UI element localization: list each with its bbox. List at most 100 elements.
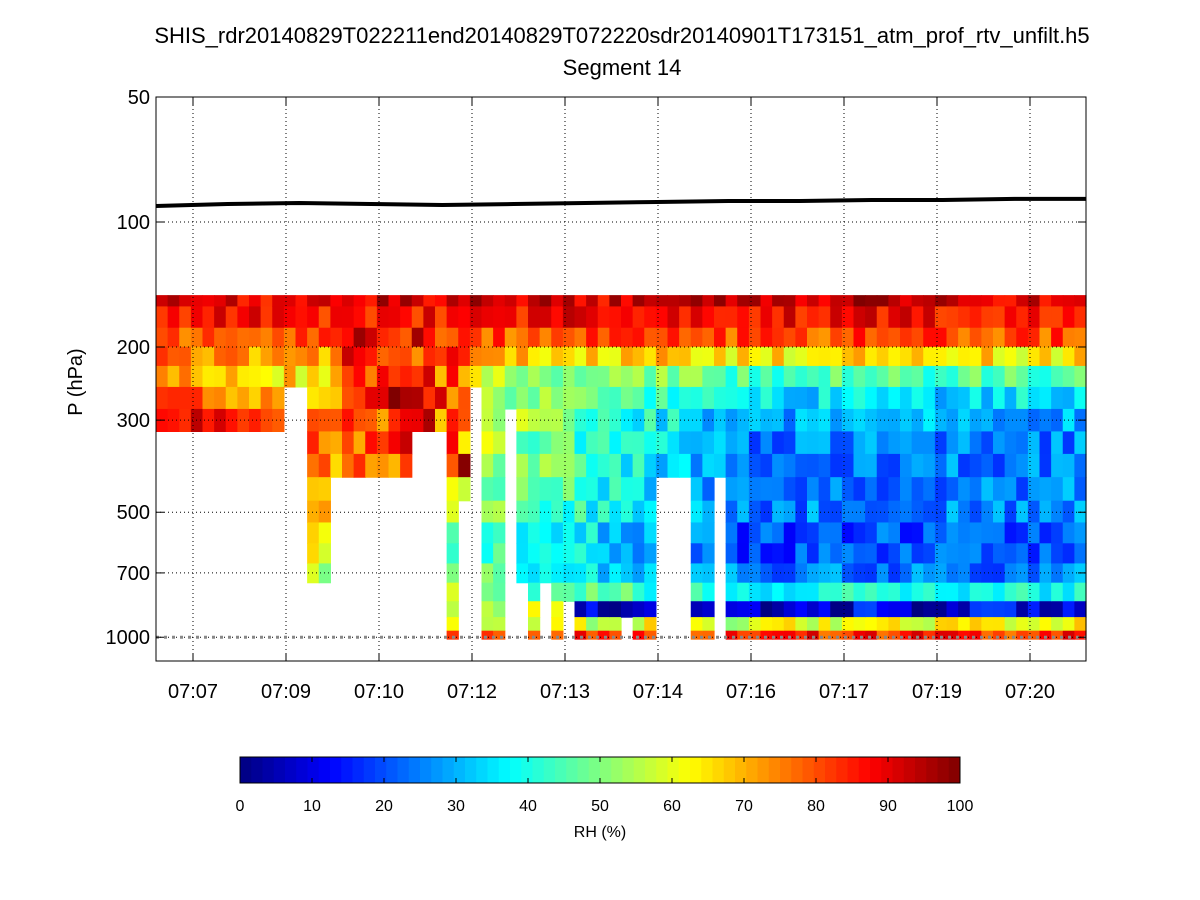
heatmap-cell [725, 431, 738, 455]
heatmap-cell [690, 601, 703, 618]
colorbar-tick-label: 10 [303, 798, 321, 815]
heatmap-cell [655, 306, 669, 329]
heatmap-cell [1027, 365, 1041, 388]
heatmap-cell [888, 630, 901, 640]
heatmap-cell [504, 306, 517, 329]
heatmap-cell [318, 477, 331, 502]
heatmap-cell [632, 386, 645, 410]
heatmap-cell [748, 543, 762, 565]
heatmap-cell [644, 327, 657, 348]
x-tick-label: 07:12 [447, 681, 497, 703]
heatmap-cell [1039, 327, 1052, 348]
heatmap-cell [539, 500, 552, 524]
heatmap-cell [969, 453, 982, 478]
heatmap-cell [574, 327, 587, 348]
heatmap-cell [342, 365, 355, 388]
heatmap-cell [411, 327, 424, 348]
heatmap-cell [493, 346, 506, 367]
heatmap-cell [272, 295, 285, 308]
heatmap-cell [1074, 477, 1087, 502]
heatmap-cell [167, 365, 180, 388]
heatmap-cell [516, 408, 529, 432]
heatmap-cell [981, 365, 994, 388]
heatmap-cell [621, 522, 634, 544]
heatmap-cell [830, 477, 843, 502]
heatmap-cell [574, 431, 587, 455]
colorbar-segment [656, 757, 668, 783]
heatmap-cell [969, 543, 982, 565]
heatmap-cell [958, 601, 971, 618]
heatmap-cell [446, 617, 459, 632]
heatmap-cell [772, 365, 785, 388]
heatmap-cell [307, 453, 320, 478]
heatmap-cell [318, 431, 331, 455]
heatmap-cell [772, 522, 785, 544]
heatmap-cell [783, 365, 796, 388]
heatmap-cell [446, 327, 459, 348]
heatmap-cell [841, 295, 855, 308]
heatmap-cell [458, 295, 471, 308]
heatmap-cell [551, 617, 564, 632]
heatmap-cell [632, 431, 645, 455]
heatmap-cell [365, 306, 378, 329]
heatmap-cell [516, 477, 529, 502]
heatmap-cell [330, 306, 343, 329]
heatmap-cell [621, 543, 634, 565]
heatmap-cell [307, 365, 320, 388]
heatmap-cell [795, 563, 808, 584]
heatmap-cell [911, 522, 924, 544]
heatmap-cell [748, 431, 762, 455]
heatmap-cell [1004, 306, 1017, 329]
colorbar-tick-label: 20 [375, 798, 393, 815]
heatmap-cell [876, 306, 889, 329]
heatmap-cell [900, 630, 913, 640]
heatmap-cell [772, 582, 785, 602]
heatmap-cell [481, 477, 494, 502]
heatmap-cell [504, 327, 517, 348]
heatmap-cell [644, 346, 657, 367]
heatmap-cell [795, 477, 808, 502]
heatmap-cell [911, 500, 924, 524]
heatmap-cell [597, 346, 610, 367]
heatmap-cell [1016, 408, 1029, 432]
heatmap-cell [330, 365, 343, 388]
heatmap-cell [307, 563, 320, 584]
heatmap-cell [1016, 601, 1029, 618]
heatmap-cell [574, 582, 587, 602]
heatmap-cell [597, 617, 610, 632]
heatmap-cell [609, 582, 622, 602]
heatmap-cell [911, 408, 924, 432]
heatmap-cell [400, 453, 413, 478]
heatmap-cell [493, 365, 506, 388]
heatmap-cell [795, 431, 808, 455]
heatmap-cell [841, 453, 855, 478]
heatmap-cell [772, 327, 785, 348]
heatmap-cell [911, 327, 924, 348]
heatmap-cell [934, 386, 948, 410]
chart-title: SHIS_rdr20140829T022211end20140829T07222… [154, 23, 1089, 48]
heatmap-cell [667, 431, 680, 455]
heatmap-cell [446, 543, 459, 565]
heatmap-cell [853, 295, 866, 308]
heatmap-cell [1051, 563, 1064, 584]
heatmap-cell [679, 295, 692, 308]
heatmap-cell [911, 386, 924, 410]
heatmap-cell [388, 327, 401, 348]
heatmap-cell [667, 327, 680, 348]
heatmap-cell [586, 617, 599, 632]
heatmap-cell [737, 582, 750, 602]
heatmap-cell [551, 431, 564, 455]
heatmap-cell [376, 295, 390, 308]
heatmap-cell [458, 306, 471, 329]
heatmap-cell [260, 365, 273, 388]
heatmap-cell [993, 431, 1006, 455]
heatmap-cell [632, 543, 645, 565]
colorbar-segment [633, 757, 646, 783]
heatmap-cell [1016, 346, 1029, 367]
heatmap-cell [1027, 453, 1041, 478]
heatmap-cell [318, 453, 331, 478]
heatmap-cell [748, 365, 762, 388]
heatmap-cell [841, 582, 855, 602]
heatmap-cell [632, 453, 645, 478]
heatmap-cell [946, 327, 959, 348]
